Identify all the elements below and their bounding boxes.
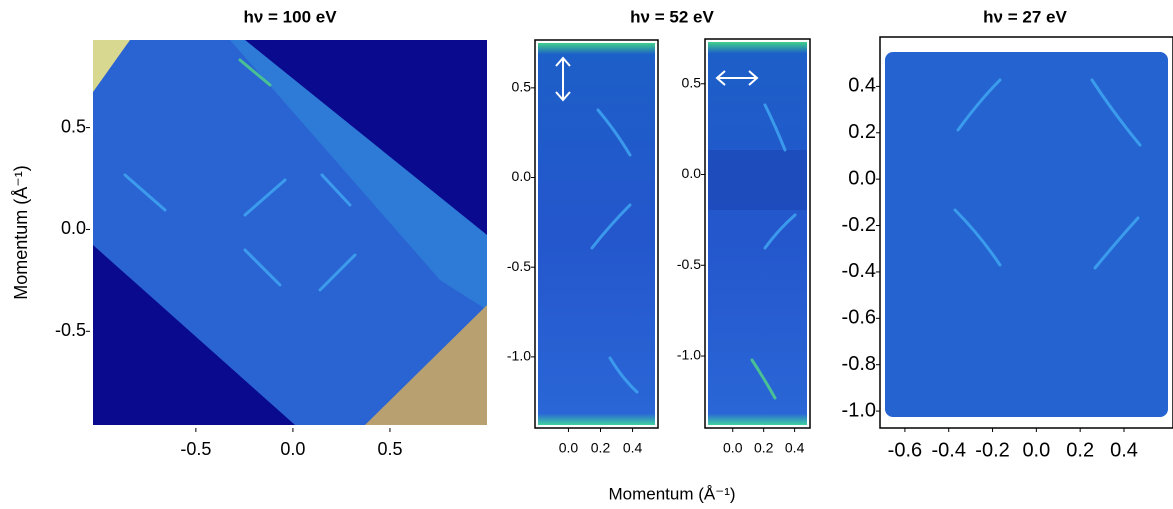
y-tick-label: -1.0 [507, 348, 531, 364]
y-tick-label: 0.0 [61, 218, 86, 238]
intensity-map-1 [93, 40, 487, 425]
x-tick-label: 0.2 [754, 439, 774, 455]
y-tick-label: -0.6 [842, 307, 876, 329]
arrow-head [555, 91, 571, 102]
y-tick-label: -0.4 [842, 260, 876, 282]
panel-title: hν = 52 eV [630, 7, 714, 26]
x-tick-label: 0.2 [591, 439, 611, 455]
arrow-head [715, 70, 726, 86]
y-tick-label: 0.0 [682, 165, 702, 181]
plot-frame [704, 38, 811, 429]
y-tick-label: -1.0 [842, 399, 876, 421]
y-tick-label: 0.5 [61, 116, 86, 136]
x-tick-label: -0.5 [180, 439, 211, 459]
y-tick-label: -0.5 [55, 320, 86, 340]
y-tick-label: -0.5 [677, 256, 701, 272]
intensity-map-2 [538, 43, 655, 425]
y-tick-label: 0.2 [848, 121, 876, 143]
y-axis-label: Momentum (Å⁻¹) [11, 165, 31, 300]
y-tick-label: -0.2 [842, 214, 876, 236]
y-tick-label: 0.0 [848, 167, 876, 189]
x-tick-label: 0.0 [559, 439, 579, 455]
plot-frame [879, 36, 1173, 429]
y-tick-label: 0.5 [512, 79, 532, 95]
y-tick-label: -0.5 [507, 258, 531, 274]
plot-frame [534, 39, 659, 429]
x-axis-label: Momentum (Å⁻¹) [608, 484, 735, 503]
x-tick-label: 0.4 [785, 439, 805, 455]
x-tick-label: 0.5 [377, 439, 402, 459]
x-tick-label: 0.0 [723, 439, 743, 455]
x-tick-label: 0.4 [623, 439, 643, 455]
x-tick-label: 0.4 [1110, 439, 1138, 461]
x-tick-label: 0.0 [1022, 439, 1050, 461]
arrow-head [555, 56, 571, 67]
y-tick-label: 0.4 [848, 75, 876, 97]
x-tick-label: -0.4 [931, 439, 965, 461]
y-tick-label: -1.0 [677, 347, 701, 363]
arrow-head [748, 70, 759, 86]
y-tick-label: 0.5 [682, 74, 702, 90]
intensity-map-3 [708, 42, 807, 425]
panel-title: hν = 27 eV [983, 7, 1067, 26]
x-tick-label: -0.6 [888, 439, 922, 461]
y-tick-label: -0.8 [842, 353, 876, 375]
x-tick-label: 0.0 [280, 439, 305, 459]
intensity-map-4 [885, 52, 1168, 417]
x-tick-label: 0.2 [1066, 439, 1094, 461]
y-tick-label: 0.0 [512, 168, 532, 184]
panel-title: hν = 100 eV [243, 7, 337, 26]
x-tick-label: -0.2 [975, 439, 1009, 461]
